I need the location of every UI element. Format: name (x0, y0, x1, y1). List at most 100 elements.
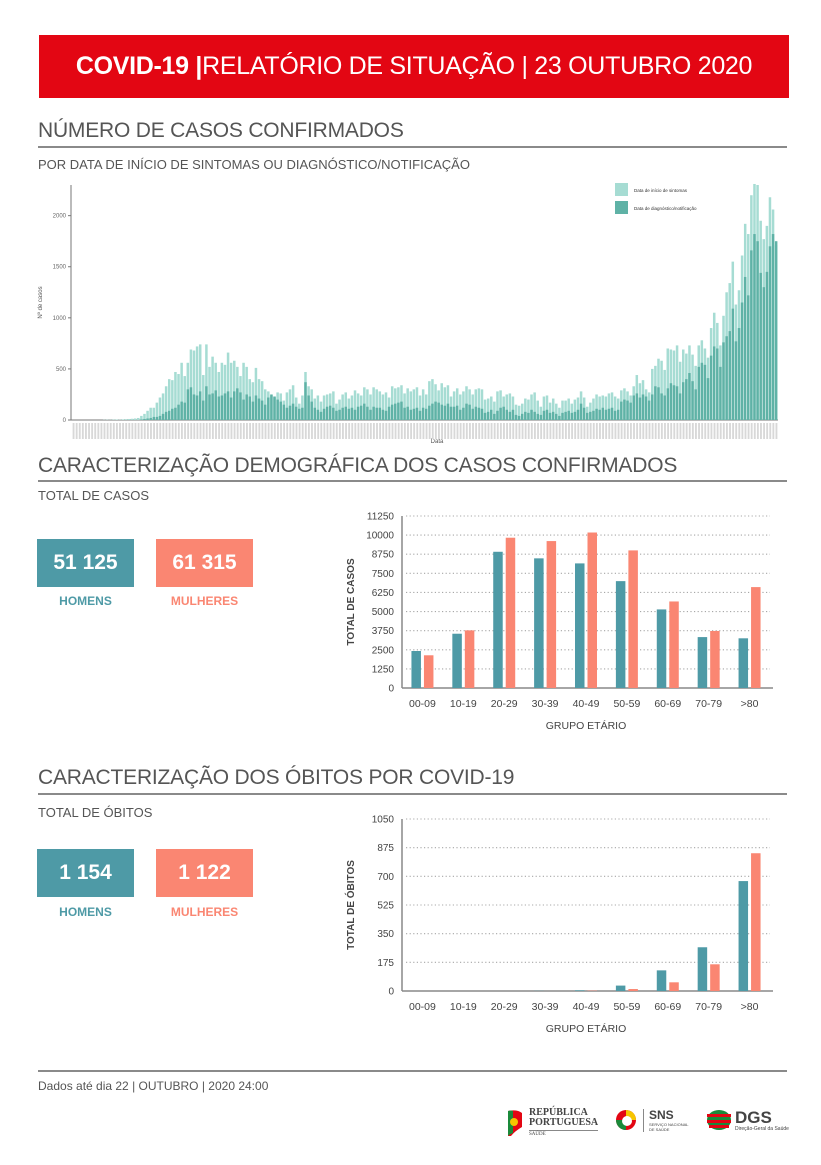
x-tick-label-placeholder (713, 423, 716, 439)
bar-diagnosis (276, 399, 279, 420)
bar-diagnosis (747, 295, 750, 420)
bar-symptom-onset (205, 344, 208, 420)
bar-symptom-onset (530, 394, 533, 420)
bar-diagnosis (267, 397, 270, 420)
bar-diagnosis (483, 412, 487, 420)
bar-symptom-onset (536, 400, 539, 420)
x-tick-label-placeholder (407, 423, 409, 439)
x-tick-label-placeholder (450, 423, 453, 439)
x-tick-label-placeholder (599, 423, 601, 439)
y-tick-label: 2000 (53, 214, 67, 220)
x-tick-label-placeholder (586, 423, 589, 439)
bar-diagnosis (220, 395, 224, 420)
bar-diagnosis (344, 406, 347, 420)
x-tick-label-placeholder (252, 423, 255, 439)
x-tick-label-placeholder (682, 423, 685, 439)
bar-diagnosis (570, 412, 574, 420)
x-tick-label-placeholder (512, 423, 515, 439)
x-tick-label-placeholder (366, 423, 369, 439)
bar-diagnosis (682, 382, 685, 420)
bar-diagnosis (279, 401, 282, 420)
bar-diagnosis (192, 394, 196, 420)
bar-diagnosis (502, 406, 505, 420)
bar-diagnosis (381, 409, 385, 420)
bar-diagnosis (332, 407, 335, 420)
logo-text: PORTUGUESA (529, 1117, 599, 1128)
bar-diagnosis (177, 404, 180, 420)
bar-diagnosis (189, 387, 193, 420)
bar-diagnosis (551, 411, 555, 420)
x-tick-label: 20-29 (491, 1001, 518, 1013)
x-tick-label-placeholder (506, 423, 508, 439)
x-tick-label-placeholder (747, 423, 750, 439)
y-tick-label: 1000 (53, 316, 67, 322)
bar-diagnosis (455, 405, 459, 420)
bar-diagnosis (369, 409, 372, 420)
bar-women (628, 550, 638, 688)
x-tick-label-placeholder (342, 423, 344, 439)
bar-symptom-onset (431, 379, 434, 420)
bar-women (710, 630, 720, 688)
bar-diagnosis (242, 399, 245, 420)
x-tick-label-placeholder (81, 423, 84, 439)
x-tick-label-placeholder (605, 423, 608, 439)
bar-diagnosis (514, 414, 518, 420)
x-tick-label-placeholder (583, 423, 586, 439)
x-tick-label-placeholder (484, 423, 487, 439)
bar-symptom-onset (158, 397, 162, 420)
x-tick-label-placeholder (537, 423, 539, 439)
bar-symptom-onset (403, 393, 406, 420)
x-tick-label-placeholder (382, 423, 385, 439)
x-tick-label-placeholder (760, 423, 762, 439)
bar-diagnosis (647, 400, 651, 420)
x-tick-label-placeholder (314, 423, 317, 439)
bar-diagnosis (672, 385, 676, 420)
x-tick-label-placeholder (496, 423, 499, 439)
bar-diagnosis (397, 402, 400, 420)
y-tick-label: 8750 (372, 550, 395, 561)
bar-symptom-onset (555, 403, 558, 420)
bar-diagnosis (539, 414, 543, 420)
bar-diagnosis (329, 405, 332, 420)
x-tick-label-placeholder (227, 423, 230, 439)
bar-men (452, 633, 462, 688)
x-tick-label-placeholder (719, 423, 722, 439)
bar-symptom-onset (595, 394, 598, 420)
x-tick-label-placeholder (741, 423, 744, 439)
x-tick-label-placeholder (441, 423, 443, 439)
x-tick-label-placeholder (614, 423, 617, 439)
x-tick-label-placeholder (246, 423, 248, 439)
x-tick-label: 60-69 (654, 1001, 681, 1013)
bar-diagnosis (678, 393, 682, 420)
x-tick-label-placeholder (465, 423, 468, 439)
bar-diagnosis (270, 394, 273, 420)
x-tick-label-placeholder (193, 423, 196, 439)
x-tick-label-placeholder (177, 423, 180, 439)
bar-diagnosis (694, 389, 697, 420)
legend-label-diagnosis: Data de diagnóstico/notificação (634, 206, 697, 211)
bar-diagnosis (536, 413, 539, 420)
x-tick-label-placeholder (571, 423, 574, 439)
bar-diagnosis (759, 272, 762, 420)
bar-diagnosis (660, 393, 663, 420)
legend-swatch-diagnosis (615, 201, 628, 214)
bar-symptom-onset (678, 361, 682, 420)
x-tick-label-placeholder (205, 423, 208, 439)
bar-men (738, 638, 749, 688)
republica-portuguesa-logo: REPÚBLICA PORTUGUESA SAÚDE (505, 1108, 599, 1138)
bar-diagnosis (158, 415, 162, 420)
bar-diagnosis (638, 397, 642, 420)
bar-symptom-onset (167, 379, 171, 420)
bar-symptom-onset (285, 392, 289, 420)
sns-logo: SNS SERVIÇO NACIONAL DE SAÚDE (614, 1108, 689, 1132)
bar-symptom-onset (288, 389, 292, 420)
x-tick-label-placeholder (472, 423, 474, 439)
bar-symptom-onset (505, 394, 509, 420)
x-tick-label-placeholder (549, 423, 552, 439)
bar-men (411, 651, 421, 688)
bar-diagnosis (375, 407, 378, 420)
x-tick-label-placeholder (756, 423, 759, 439)
bar-diagnosis (768, 246, 772, 420)
bar-symptom-onset (545, 395, 549, 420)
bar-symptom-onset (301, 395, 304, 420)
